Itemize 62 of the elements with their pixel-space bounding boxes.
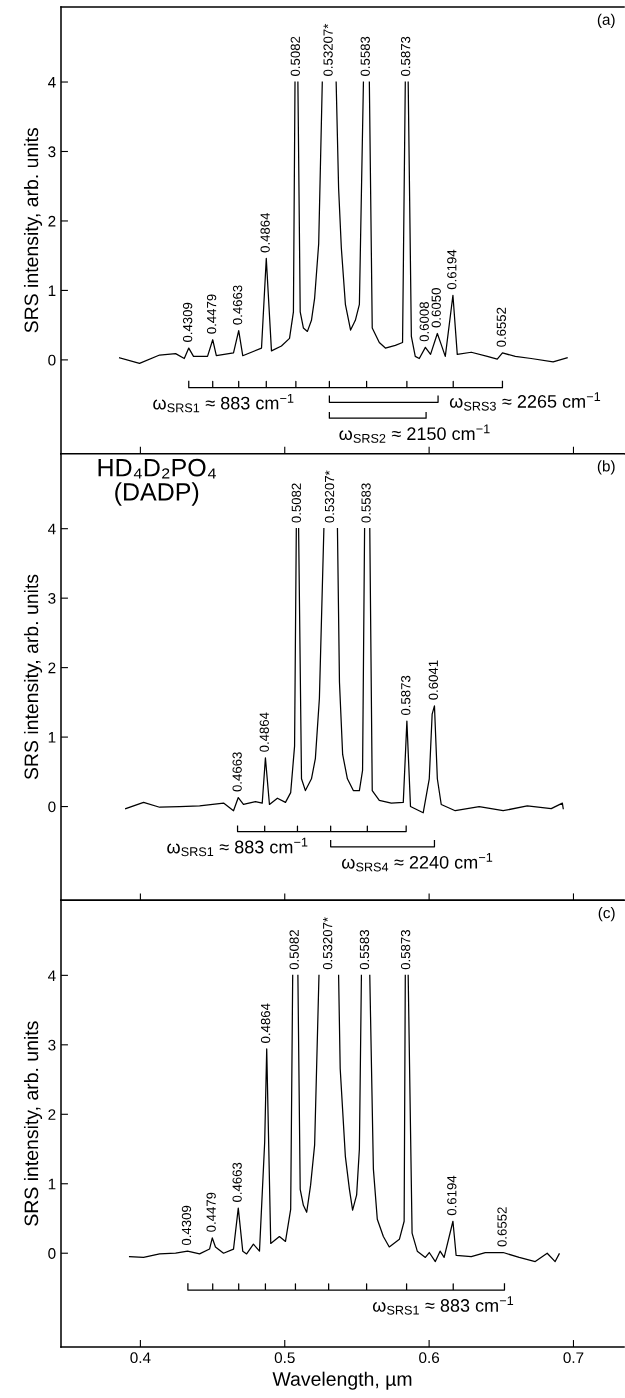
annotation: ω$_{SRS1}$ ≈ 883 cm$^{−1}$ <box>167 837 308 857</box>
y-tick-label: 2 <box>48 662 56 674</box>
y-tick-label: 2 <box>48 1109 56 1120</box>
annotation: 0.4479 <box>206 1192 216 1232</box>
annotation: 0.4309 <box>181 1205 192 1246</box>
annotation: 0.4663 <box>232 1162 242 1202</box>
y-tick-label: 4 <box>47 77 56 88</box>
y-tick-label: 0 <box>48 801 56 813</box>
annotation: 0.4864 <box>260 212 270 253</box>
annotation: 0.6552 <box>496 307 506 347</box>
annotation: 0.5583 <box>360 36 370 76</box>
annotation: 0.5583 <box>359 930 370 970</box>
annotation: 0.4864 <box>259 712 269 752</box>
annotation: 0.53207* <box>324 470 335 523</box>
x-axis-title: Wavelength, µm <box>272 1371 412 1390</box>
y-axis-title: SRS intensity, arb. units <box>23 574 43 780</box>
y-axis-title: SRS intensity, arb. units <box>23 128 43 333</box>
x-tick-label: 0.5 <box>274 1352 295 1364</box>
chart-title: (b) <box>597 460 615 475</box>
text: HD₄D₂PO₄ (DADP) <box>98 458 216 506</box>
annotation: ω$_{SRS2}$ ≈ 2150 cm$^{−1}$ <box>339 424 490 443</box>
y-tick-label: 4 <box>47 970 56 981</box>
annotation: 0.4663 <box>232 285 243 325</box>
annotation: 0.4663 <box>232 752 242 792</box>
annotation: 0.6552 <box>497 1207 507 1247</box>
annotation: 0.5873 <box>401 675 411 716</box>
x-tick-label: 0.4 <box>130 1352 151 1364</box>
y-tick-label: 3 <box>48 1039 56 1051</box>
y-tick-label: 1 <box>48 285 56 296</box>
annotation: 0.5082 <box>291 483 301 523</box>
annotation: 0.5873 <box>400 36 411 76</box>
annotation: 0.5583 <box>361 483 371 523</box>
annotation: 0.53207* <box>323 23 333 76</box>
annotation: 0.53207* <box>322 917 333 970</box>
annotation: 0.4309 <box>182 302 193 343</box>
y-tick-label: 3 <box>48 146 56 158</box>
y-tick-label: 1 <box>48 732 56 743</box>
chart-title: (a) <box>597 13 615 28</box>
annotation: ω$_{SRS3}$ ≈ 2265 cm$^{−1}$ <box>449 392 601 411</box>
annotation: 0.4479 <box>206 294 217 334</box>
y-tick-label: 4 <box>47 523 56 535</box>
annotation: 0.5873 <box>400 930 411 970</box>
y-tick-label: 1 <box>48 1178 56 1190</box>
x-tick-label: 0.6 <box>419 1352 440 1364</box>
annotation: 0.6041 <box>428 660 438 700</box>
annotation: ω$_{SRS4}$ ≈ 2240 cm$^{−1}$ <box>341 853 493 872</box>
y-tick-label: 2 <box>48 215 56 227</box>
annotation: 0.6050 <box>431 288 441 328</box>
annotation: ω$_{SRS1}$ ≈ 883 cm$^{−1}$ <box>372 1296 514 1315</box>
annotation: ω$_{SRS1}$ ≈ 883 cm$^{−1}$ <box>153 393 294 413</box>
annotation: 0.5082 <box>289 930 299 970</box>
annotation: 0.4864 <box>260 1003 271 1043</box>
annotation: 0.6194 <box>447 249 457 290</box>
chart-title: (c) <box>598 907 615 922</box>
y-tick-label: 0 <box>48 1248 56 1259</box>
annotation: 0.5082 <box>290 36 300 76</box>
annotation: 0.6194 <box>447 1175 457 1216</box>
y-tick-label: 0 <box>48 354 56 366</box>
x-tick-label: 0.7 <box>563 1352 584 1364</box>
y-tick-label: 3 <box>48 593 56 604</box>
annotation: 0.6008 <box>419 302 429 342</box>
y-axis-title: SRS intensity, arb. units <box>23 1021 43 1226</box>
